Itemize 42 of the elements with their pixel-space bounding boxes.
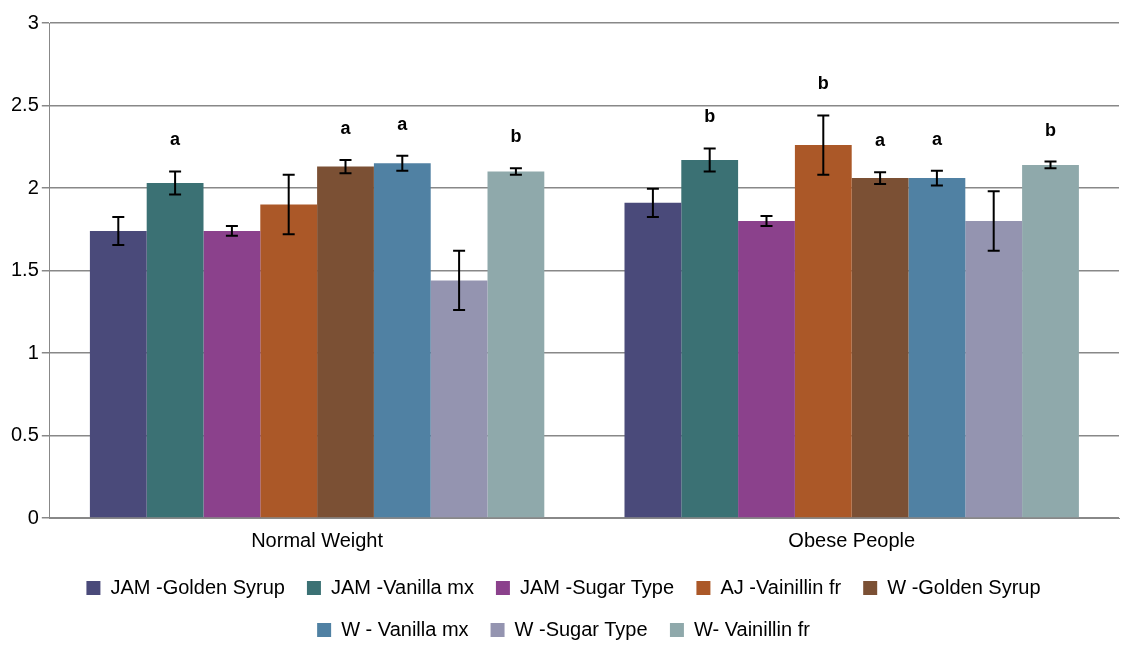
bar [430, 280, 488, 518]
bar [908, 178, 966, 518]
bar [1022, 164, 1079, 518]
data-label: a [340, 117, 352, 138]
bar [260, 204, 318, 518]
bar [794, 145, 852, 518]
data-label: b [1045, 119, 1056, 140]
y-tick-label: 2.5 [10, 93, 39, 116]
bar [851, 178, 909, 518]
data-label: a [170, 129, 182, 150]
legend-label: JAM -Golden Syrup [110, 575, 285, 598]
bar [317, 166, 374, 518]
legend-label: W- Vainillin fr [693, 617, 811, 640]
bar [146, 183, 204, 518]
legend-label: W - Vanilla mx [341, 617, 469, 640]
data-label: a [931, 128, 943, 149]
legend-label: JAM -Vanilla mx [330, 575, 474, 598]
y-tick-label: 3 [27, 10, 39, 33]
legend-label: W -Sugar Type [514, 617, 648, 640]
data-label: b [704, 106, 716, 127]
y-tick-label: 1.5 [10, 258, 39, 281]
data-label: a [397, 113, 409, 134]
bar [681, 159, 739, 518]
y-tick-label: 0.5 [10, 423, 39, 446]
data-label: b [817, 73, 829, 94]
bar [624, 202, 682, 518]
legend-label: JAM -Sugar Type [519, 575, 675, 598]
x-tick-label: Obese People [788, 528, 916, 551]
x-tick-label: Normal Weight [251, 528, 384, 551]
y-tick-label: 2 [27, 175, 39, 198]
bar [487, 171, 545, 518]
bar [738, 221, 795, 518]
bar [965, 221, 1023, 518]
y-tick-label: 0 [27, 505, 39, 528]
bar [89, 230, 147, 518]
legend-label: AJ -Vainillin fr [720, 575, 842, 598]
bar [373, 163, 431, 518]
legend-label: W -Golden Syrup [887, 575, 1041, 598]
data-label: a [875, 130, 887, 151]
y-tick-label: 1 [27, 340, 39, 363]
data-label: b [510, 126, 522, 147]
bar [203, 230, 261, 518]
